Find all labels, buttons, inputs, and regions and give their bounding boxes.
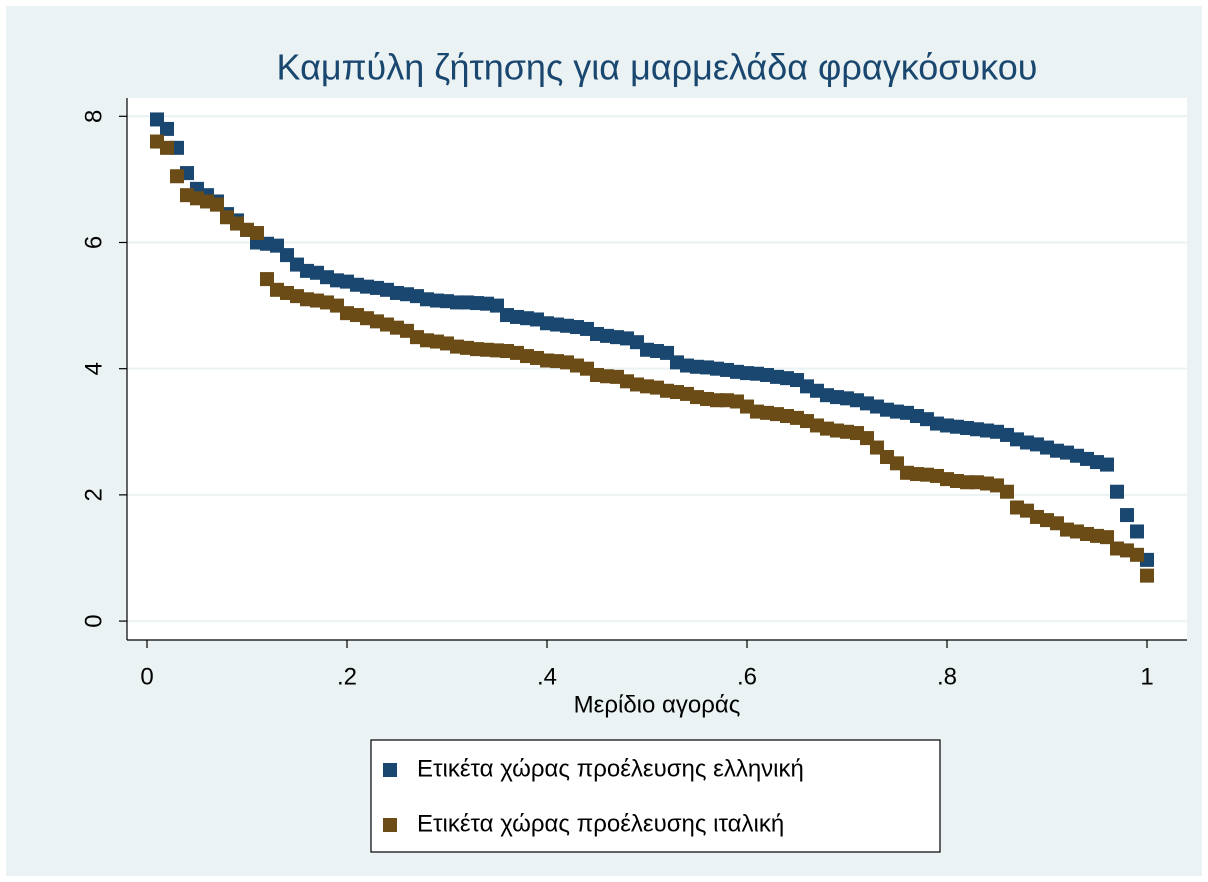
y-tick-label: 6 (80, 236, 107, 249)
point (1100, 530, 1114, 545)
x-tick-label: 0 (140, 663, 153, 690)
legend-label: Ετικέτα χώρας προέλευσης ιταλική (417, 810, 784, 837)
legend-marker (383, 818, 397, 832)
legend-label: Ετικέτα χώρας προέλευσης ελληνική (417, 755, 804, 782)
x-tick-label: 1 (1140, 663, 1153, 690)
legend-marker (383, 763, 397, 777)
legend-box (370, 739, 941, 853)
x-axis-title: Μερίδιο αγοράς (574, 691, 741, 718)
point (250, 226, 264, 241)
point (160, 121, 174, 136)
x-tick-label: .4 (537, 663, 557, 690)
y-tick-label: 0 (80, 614, 107, 627)
y-tick-label: 8 (80, 110, 107, 123)
point (1140, 568, 1154, 583)
point (260, 272, 274, 287)
point (1130, 547, 1144, 562)
point (210, 197, 224, 212)
y-tick-label: 4 (80, 362, 107, 375)
x-tick-label: .2 (337, 663, 357, 690)
point (170, 169, 184, 184)
point (1000, 484, 1014, 499)
point (1110, 484, 1124, 499)
point (1130, 524, 1144, 539)
x-tick-label: .6 (737, 663, 757, 690)
point (1100, 457, 1114, 472)
point (1120, 508, 1134, 523)
chart-title: Καμπύλη ζήτησης για μαρμελάδα φραγκόσυκο… (277, 47, 1038, 88)
x-tick-label: .8 (937, 663, 957, 690)
point (160, 140, 174, 155)
y-tick-label: 2 (80, 488, 107, 501)
